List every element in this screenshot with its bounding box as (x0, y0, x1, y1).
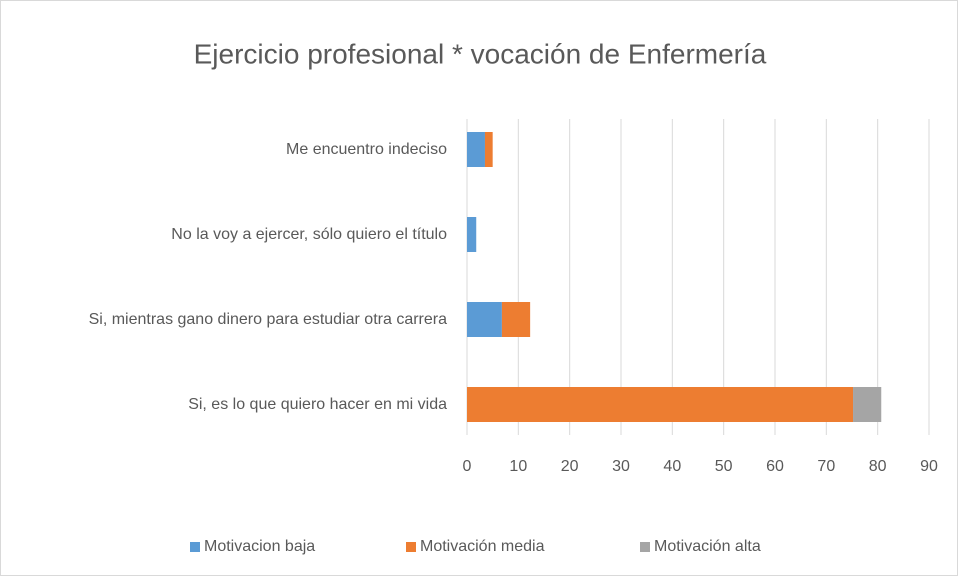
x-tick-label: 90 (920, 458, 938, 475)
chart-title: Ejercicio profesional * vocación de Enfe… (194, 38, 767, 69)
y-tick-label-box: Si, es lo que quiero hacer en mi vida (17, 375, 447, 435)
y-tick-label-box: Si, mientras gano dinero para estudiar o… (17, 290, 447, 350)
y-tick-label: Me encuentro indeciso (286, 141, 447, 158)
y-tick-label-box: No la voy a ejercer, sólo quiero el títu… (17, 205, 447, 265)
bar (467, 132, 485, 167)
legend-label: Motivación media (420, 538, 545, 555)
x-tick-label: 40 (663, 458, 681, 475)
x-tick-label: 20 (561, 458, 579, 475)
legend-swatch (406, 542, 416, 552)
legend-swatch (640, 542, 650, 552)
bar (484, 132, 493, 167)
bar (501, 302, 531, 337)
x-tick-label: 30 (612, 458, 630, 475)
bar (467, 387, 854, 422)
y-tick-label: No la voy a ejercer, sólo quiero el títu… (171, 226, 447, 243)
bar (467, 217, 477, 252)
y-tick-label-box: Me encuentro indeciso (17, 120, 447, 180)
x-tick-label: 10 (509, 458, 527, 475)
legend-label: Motivacion baja (204, 538, 315, 555)
x-tick-label: 0 (463, 458, 472, 475)
x-tick-label: 50 (715, 458, 733, 475)
bar (467, 302, 502, 337)
y-tick-label: Si, es lo que quiero hacer en mi vida (188, 396, 447, 413)
x-tick-label: 80 (869, 458, 887, 475)
legend-label: Motivación alta (654, 538, 761, 555)
legend-swatch (190, 542, 200, 552)
bar (853, 387, 882, 422)
x-tick-label: 60 (766, 458, 784, 475)
x-tick-label: 70 (817, 458, 835, 475)
y-tick-label: Si, mientras gano dinero para estudiar o… (88, 311, 447, 328)
